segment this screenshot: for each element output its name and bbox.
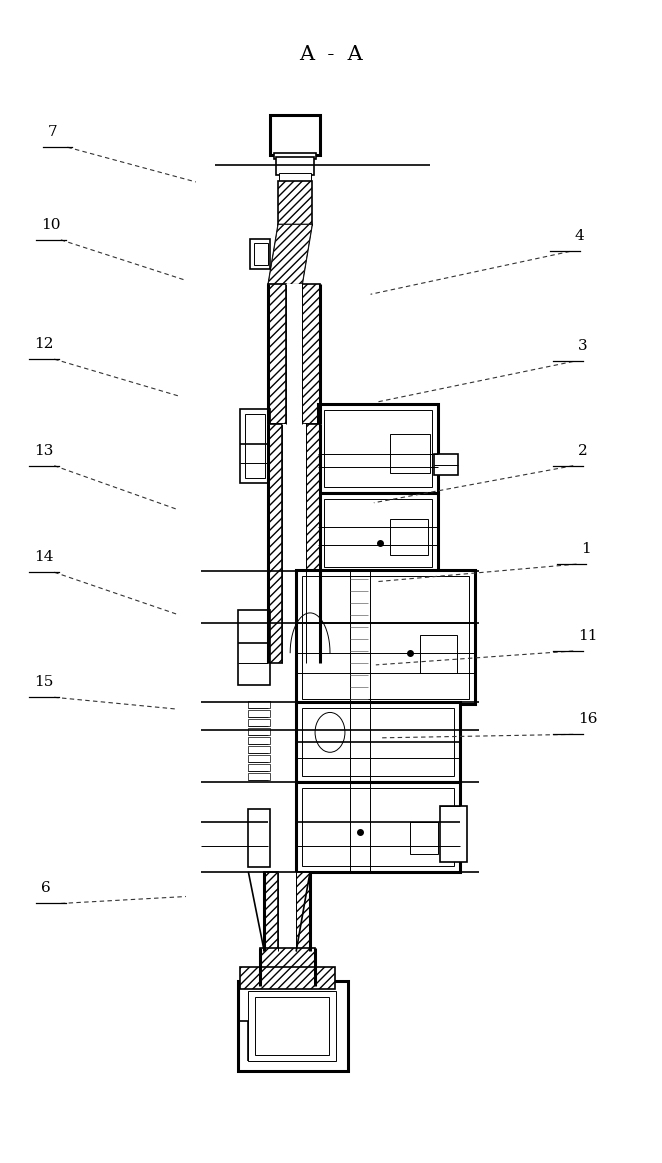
Bar [282, 423, 306, 663]
Bar [276, 157, 314, 174]
Text: 1: 1 [581, 542, 591, 556]
Bar [390, 434, 430, 473]
Bar [390, 519, 428, 555]
Bar [240, 408, 270, 484]
Text: 10: 10 [41, 217, 60, 231]
Bar [254, 243, 268, 265]
Bar [248, 773, 270, 780]
Bar [238, 982, 348, 1071]
Bar [240, 968, 335, 990]
Bar [248, 728, 270, 735]
Bar [302, 708, 455, 776]
Bar [264, 872, 278, 951]
Bar [440, 806, 467, 862]
Bar [246, 414, 265, 478]
Bar [278, 180, 312, 224]
Bar [420, 635, 457, 672]
Text: 6: 6 [41, 882, 51, 896]
Bar [296, 570, 475, 705]
Bar [324, 409, 432, 487]
Bar [296, 783, 461, 872]
Bar [248, 764, 270, 771]
Bar [318, 404, 438, 493]
Bar [248, 720, 270, 727]
Bar [260, 949, 315, 986]
Bar [248, 809, 270, 866]
Bar [296, 702, 461, 783]
Bar [238, 609, 270, 685]
Bar [278, 872, 296, 951]
Bar [318, 493, 438, 573]
Text: 13: 13 [34, 444, 54, 458]
Bar [296, 872, 310, 951]
Text: 2: 2 [578, 444, 588, 458]
Bar [410, 822, 438, 854]
Text: 12: 12 [34, 337, 54, 351]
Text: 11: 11 [578, 629, 598, 643]
Polygon shape [268, 224, 312, 284]
Text: 15: 15 [34, 676, 54, 690]
Bar [279, 173, 311, 180]
Bar [268, 284, 286, 423]
Bar [270, 115, 320, 155]
Text: 4: 4 [575, 229, 585, 243]
Bar [248, 701, 270, 708]
Bar [248, 711, 270, 718]
Bar [274, 152, 316, 159]
Bar [256, 997, 329, 1055]
Bar [306, 423, 320, 663]
Bar [250, 240, 270, 270]
Text: 14: 14 [34, 550, 54, 564]
Bar [302, 284, 320, 423]
Bar [286, 284, 302, 423]
Bar [324, 499, 432, 568]
Text: 3: 3 [578, 340, 588, 354]
Bar [302, 576, 469, 699]
Bar [248, 991, 336, 1061]
Bar [268, 423, 282, 663]
Polygon shape [268, 224, 312, 284]
Bar [248, 755, 270, 762]
Bar [248, 737, 270, 744]
Text: 7: 7 [48, 126, 57, 140]
Text: 16: 16 [578, 713, 598, 727]
Bar [302, 789, 455, 865]
Bar [434, 454, 459, 476]
Bar [248, 747, 270, 754]
Text: A  -  A: A - A [299, 45, 363, 64]
